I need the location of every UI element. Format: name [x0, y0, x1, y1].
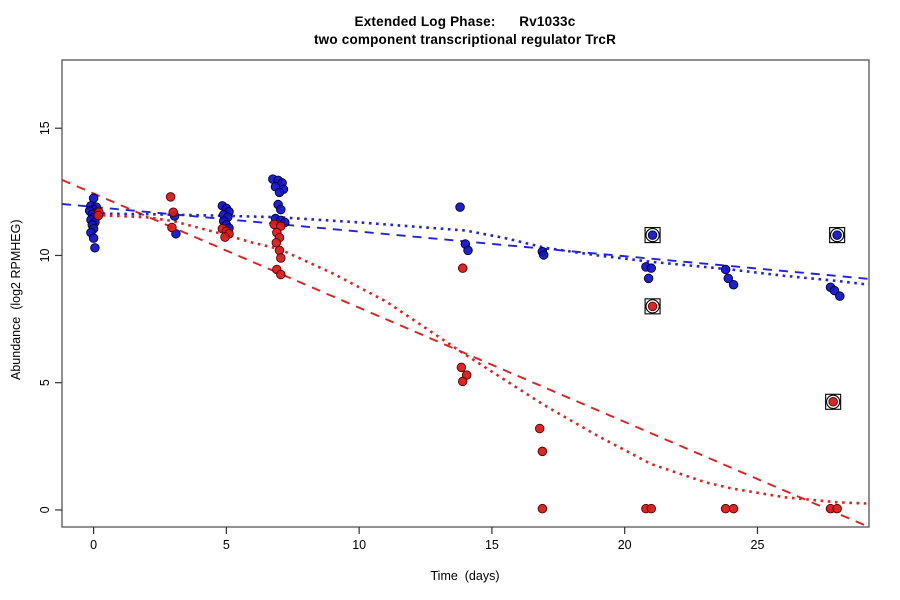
blue-point	[463, 245, 473, 256]
red-point	[276, 269, 286, 280]
blue-flagged-points-square-ring	[829, 227, 846, 244]
red-point	[720, 503, 731, 514]
red-flagged-point	[828, 397, 838, 407]
blue-point	[643, 273, 654, 284]
x-axis-label: Time (days)	[430, 569, 500, 583]
red-flagged-points-circle-ring	[826, 394, 841, 409]
red-point	[167, 222, 177, 233]
x-axis-tick-label: 10	[352, 538, 366, 552]
x-axis-tick-label: 20	[618, 538, 632, 552]
x-axis-tick-label: 15	[485, 538, 499, 552]
blue-flagged-points-square-ring	[644, 227, 661, 244]
red-point	[537, 503, 548, 514]
red-flagged-points-circle-ring	[645, 299, 660, 314]
blue-point	[274, 187, 285, 198]
blue-point	[835, 291, 845, 301]
blue-lowess-line	[88, 212, 870, 286]
blue-point	[88, 233, 99, 243]
blue-flagged-point	[647, 230, 658, 240]
red-point	[456, 362, 467, 373]
red-point	[220, 232, 230, 242]
blue-point	[538, 250, 549, 260]
blue-point	[90, 243, 100, 253]
red-point	[832, 503, 842, 514]
red-point	[646, 503, 657, 514]
blue-point	[276, 204, 286, 215]
red-point	[537, 446, 548, 457]
blue-point	[728, 279, 739, 290]
chart-title-line2: two component transcriptional regulator …	[313, 32, 617, 47]
y-axis-tick-label: 5	[38, 379, 52, 386]
x-axis-tick-label: 5	[223, 538, 230, 552]
red-point	[93, 210, 104, 221]
plot-box	[61, 59, 870, 528]
y-axis-tick-label: 10	[38, 248, 52, 262]
chart-title-line1: Extended Log Phase: Rv1033c	[354, 14, 576, 29]
y-axis-tick-label: 0	[38, 506, 52, 513]
blue-flagged-point	[832, 230, 842, 240]
red-flagged-points-square-ring	[825, 393, 842, 410]
red-point	[457, 376, 468, 387]
red-regression-line	[61, 179, 870, 528]
blue-point	[720, 264, 731, 275]
red-point	[534, 423, 545, 434]
red-point	[457, 263, 468, 273]
blue-point	[723, 273, 734, 284]
blue-flagged-points-circle-ring	[829, 227, 845, 243]
red-point	[274, 245, 285, 256]
x-axis-tick-label: 0	[90, 538, 97, 552]
red-flagged-points-square-ring	[644, 298, 661, 315]
blue-point	[646, 263, 657, 273]
red-point	[276, 253, 286, 263]
blue-flagged-points-circle-ring	[645, 227, 660, 243]
red-point	[728, 503, 739, 514]
red-point	[168, 207, 179, 217]
red-flagged-point	[647, 301, 658, 312]
x-axis-tick-label: 25	[751, 538, 765, 552]
blue-point	[455, 202, 465, 212]
red-point	[165, 192, 176, 202]
y-axis-tick-label: 15	[38, 121, 52, 135]
